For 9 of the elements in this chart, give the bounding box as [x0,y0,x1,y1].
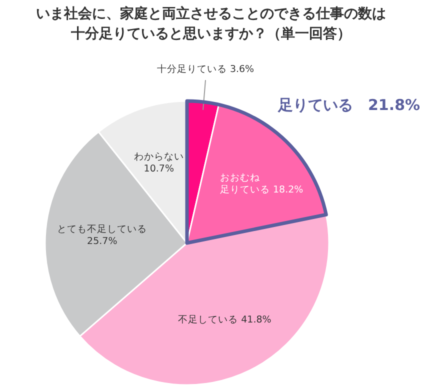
chart-title: いま社会に、家庭と両立させることのできる仕事の数は十分足りていると思いますか？（単一回答） [36,5,386,42]
slice-label: わからない [134,152,184,163]
data-label: 10.7% [144,164,174,175]
slice-label: おおむね足りている 18.2% [220,172,304,196]
slice-label: とても不足している [57,224,148,236]
data-label: 25.7% [87,236,118,248]
text: 足りている 21.8% [277,96,420,114]
slice-label: 十分足りている 3.6% [156,63,254,76]
slice-label: 不足している 41.8% [178,314,272,326]
